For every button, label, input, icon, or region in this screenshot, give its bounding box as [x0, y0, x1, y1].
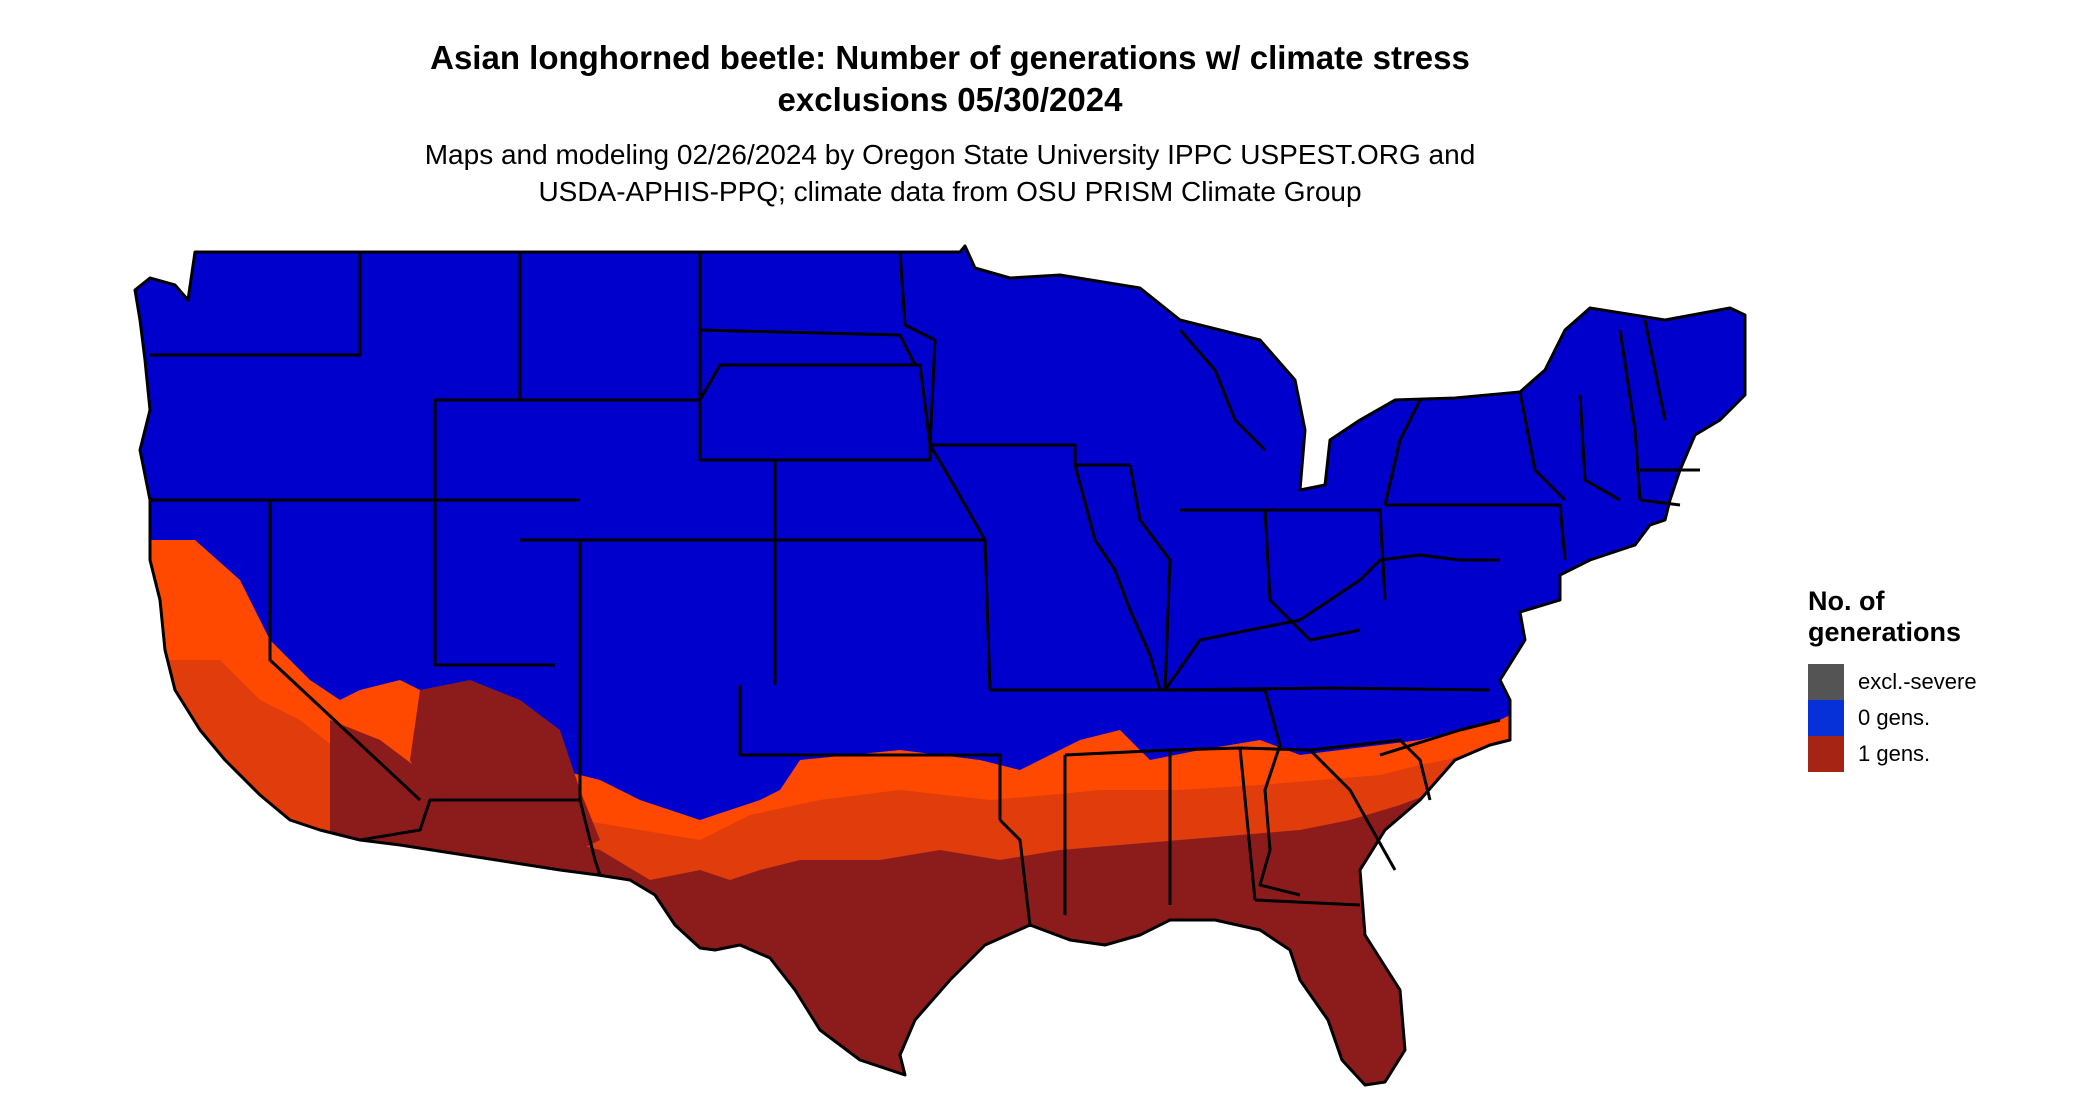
map-subtitle-line-1: Maps and modeling 02/26/2024 by Oregon S…: [424, 139, 1476, 170]
legend-label-1-gens: 1 gens.: [1858, 741, 1931, 766]
zero-gens-zone: [135, 246, 1745, 1085]
us-generations-map: [133, 244, 1747, 1087]
map-title-line-2: exclusions 05/30/2024: [777, 81, 1123, 118]
map-title-line-1: Asian longhorned beetle: Number of gener…: [430, 39, 1470, 76]
legend-label-excl-severe: excl.-severe: [1858, 669, 1977, 694]
desert-deep-zone: [410, 680, 600, 860]
legend-title-line-2: generations: [1808, 617, 1962, 647]
state-borders: [133, 244, 1747, 1087]
legend-swatch-1-gens: [1808, 736, 1844, 772]
map-subtitle-line-2: USDA-APHIS-PPQ; climate data from OSU PR…: [538, 176, 1362, 207]
legend-title-line-1: No. of: [1808, 586, 1885, 616]
legend-swatch-excl-severe: [1808, 664, 1844, 700]
legend-label-0-gens: 0 gens.: [1858, 705, 1931, 730]
legend-swatch-0-gens: [1808, 700, 1844, 736]
